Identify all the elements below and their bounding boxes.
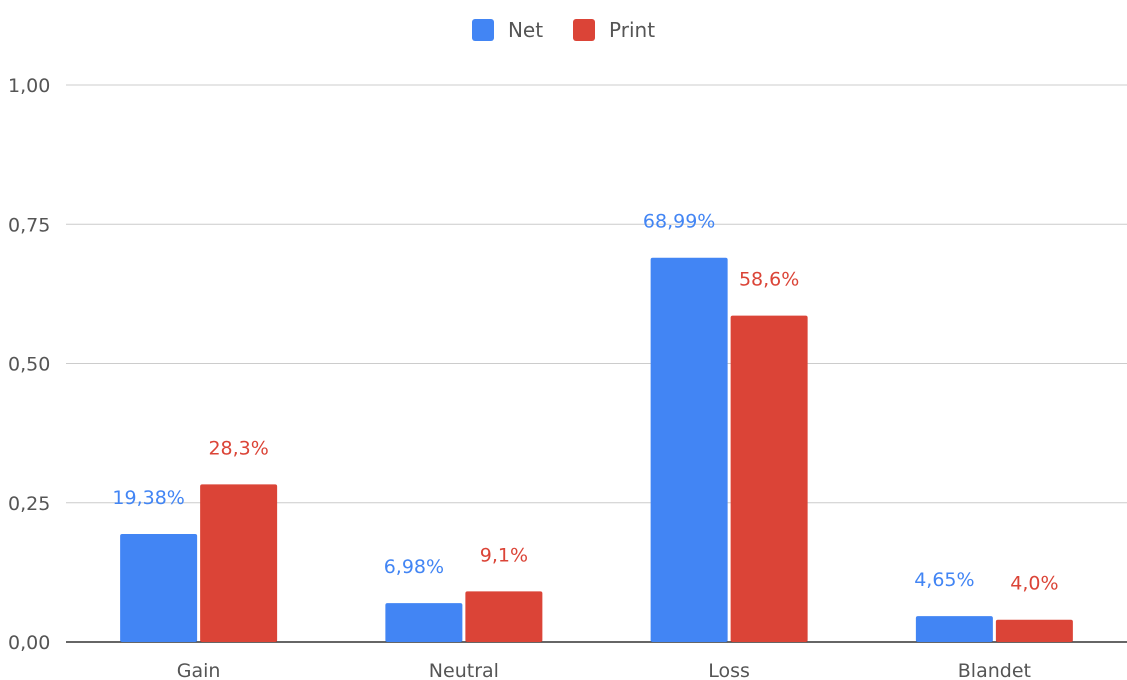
- legend-item-print[interactable]: Print: [573, 18, 655, 42]
- data-label: 28,3%: [208, 437, 268, 459]
- x-tick-label: Blandet: [958, 660, 1031, 680]
- data-label: 68,99%: [643, 211, 715, 233]
- data-label: 4,0%: [1010, 573, 1058, 595]
- y-tick-label: 1,00: [8, 75, 50, 97]
- bar-print-blandet: [995, 619, 1073, 642]
- x-tick-label: Loss: [708, 660, 750, 680]
- bar-print-loss: [730, 315, 808, 642]
- y-tick-label: 0,50: [8, 354, 50, 376]
- bar-net-loss: [650, 257, 728, 642]
- bar-print-neutral: [465, 591, 543, 642]
- x-tick-label: Gain: [177, 660, 221, 680]
- bar-net-blandet: [915, 616, 993, 642]
- legend: Net Print: [0, 18, 1127, 42]
- bar-net-gain: [120, 534, 198, 642]
- bar-net-neutral: [385, 603, 463, 642]
- data-label: 4,65%: [914, 569, 974, 591]
- legend-label-print: Print: [609, 18, 656, 42]
- x-tick-label: Neutral: [429, 660, 499, 680]
- y-tick-label: 0,75: [8, 214, 50, 236]
- data-label: 6,98%: [384, 556, 444, 578]
- bar-print-gain: [200, 484, 278, 642]
- legend-swatch-net: [471, 19, 494, 41]
- data-label: 19,38%: [112, 487, 184, 509]
- data-label: 9,1%: [480, 544, 528, 566]
- legend-item-net[interactable]: Net: [471, 18, 544, 42]
- y-tick-label: 0,00: [8, 632, 50, 654]
- data-label: 58,6%: [739, 269, 799, 291]
- y-tick-label: 0,25: [8, 493, 50, 515]
- legend-swatch-print: [573, 19, 596, 41]
- legend-label-net: Net: [507, 18, 544, 42]
